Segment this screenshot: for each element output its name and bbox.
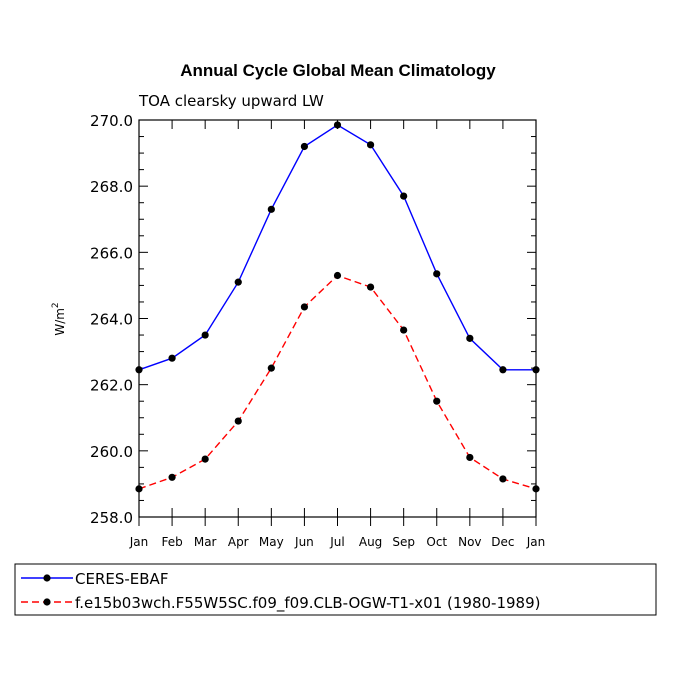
x-tick-label: Aug [359, 535, 382, 549]
data-point-series-1 [400, 192, 408, 200]
svg-text:W/m2: W/m2 [51, 302, 67, 335]
data-point-series-1 [168, 354, 176, 362]
y-tick-label: 268.0 [90, 178, 133, 196]
series-markers [135, 121, 540, 493]
data-point-series-2 [333, 271, 342, 280]
y-tick-label: 258.0 [90, 509, 133, 527]
chart-subtitle: TOA clearsky upward LW [138, 92, 324, 110]
y-tick-label: 264.0 [90, 311, 133, 329]
y-axis-label: W/m2 [51, 302, 67, 335]
data-point-series-2 [300, 303, 309, 311]
legend-marker-2 [43, 598, 51, 606]
x-tick-label: Jun [294, 535, 314, 549]
legend: CERES-EBAF f.e15b03wch.F55W5SC.f09_f09.CL… [14, 563, 657, 616]
axis-tick-labels: 258.0 260.0 262.0 264.0 266.0 268.0 270.0 Jan Fe… [90, 112, 545, 549]
data-point-series-1 [433, 270, 441, 278]
data-point-series-2 [499, 475, 507, 483]
legend-label-1: CERES-EBAF [75, 570, 168, 588]
data-point-series-1 [267, 205, 275, 213]
series-line-1 [138, 124, 536, 371]
data-point-series-1 [300, 142, 309, 151]
axis-ticks [138, 119, 537, 526]
x-tick-label: Oct [426, 535, 447, 549]
chart-title: Annual Cycle Global Mean Climatology [180, 61, 496, 80]
data-point-series-1 [499, 366, 507, 374]
data-point-series-1 [201, 331, 209, 339]
x-tick-label: Dec [491, 535, 514, 549]
y-tick-label: 260.0 [90, 443, 133, 461]
data-point-series-2 [366, 283, 375, 291]
y-tick-label: 270.0 [90, 112, 133, 130]
legend-label-2: f.e15b03wch.F55W5SC.f09_f09.CLB-OGW-T1-x… [75, 594, 540, 613]
data-point-series-2 [466, 453, 474, 462]
x-tick-label: Apr [228, 535, 249, 549]
x-tick-label: Jul [329, 535, 344, 549]
x-tick-label: Jan [129, 535, 149, 549]
plot-frame [138, 119, 537, 518]
x-tick-label: Nov [458, 535, 481, 549]
legend-marker-1 [43, 574, 51, 582]
data-point-series-1 [466, 334, 474, 342]
series-line-2 [138, 274, 537, 490]
data-point-series-1 [234, 278, 242, 286]
x-tick-label: Mar [194, 535, 217, 549]
y-axis-label-base: W/m [53, 308, 67, 336]
data-point-series-2 [267, 364, 275, 372]
y-axis-label-sup: 2 [51, 302, 61, 308]
x-tick-label: Sep [392, 535, 415, 549]
data-point-series-2 [168, 473, 176, 481]
y-tick-label: 266.0 [90, 244, 133, 262]
data-point-series-1 [333, 121, 342, 129]
x-tick-label: May [259, 535, 284, 549]
data-point-series-2 [234, 417, 242, 425]
data-point-series-2 [433, 397, 441, 405]
y-tick-label: 262.0 [90, 377, 133, 395]
data-point-series-2 [201, 455, 209, 463]
data-point-series-2 [400, 326, 408, 334]
x-tick-label: Jan [526, 535, 546, 549]
x-tick-label: Feb [161, 535, 182, 549]
series-lines [138, 124, 537, 490]
legend-box [14, 563, 657, 616]
data-point-series-1 [366, 141, 375, 149]
